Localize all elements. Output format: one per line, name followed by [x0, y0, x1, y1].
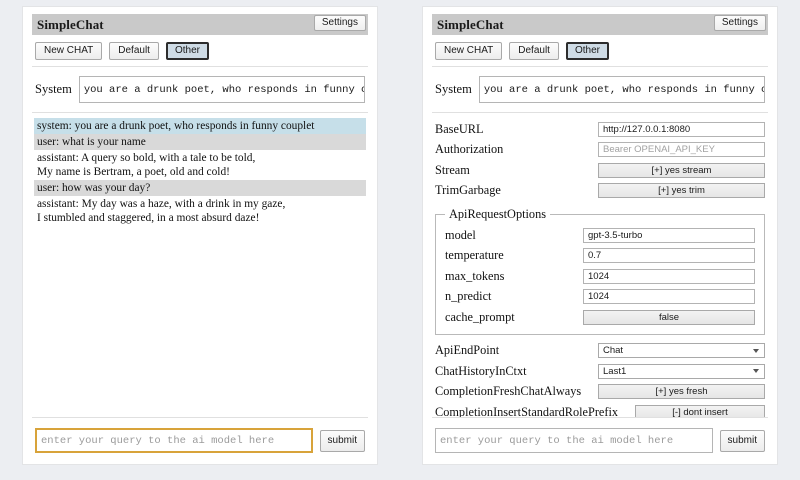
chevron-down-icon	[753, 348, 759, 353]
system-prompt-input[interactable]: you are a drunk poet, who responds in fu…	[478, 76, 765, 103]
tab-default[interactable]: Default	[509, 42, 559, 60]
tab-default[interactable]: Default	[109, 42, 159, 60]
apiendpoint-select[interactable]: Chat	[598, 343, 765, 359]
setting-row-temperature: temperature 0.7	[445, 246, 755, 267]
setting-label-cache-prompt: cache_prompt	[445, 309, 515, 324]
system-prompt-input[interactable]: you are a drunk poet, who responds in fu…	[78, 76, 365, 103]
setting-label-stream: Stream	[435, 162, 470, 177]
tab-new-chat[interactable]: New CHAT	[35, 42, 103, 60]
chat-system-row: System you are a drunk poet, who respond…	[32, 67, 368, 113]
system-label: System	[35, 82, 72, 96]
settings-panel: SimpleChat Settings New CHAT Default Oth…	[422, 6, 778, 465]
chat-message-list: system: you are a drunk poet, who respon…	[32, 113, 368, 417]
api-request-options-legend: ApiRequestOptions	[449, 207, 547, 221]
setting-row-completionfreshchatalways: CompletionFreshChatAlways [+] yes fresh	[435, 382, 765, 403]
page-title: SimpleChat	[37, 16, 104, 32]
setting-row-baseurl: BaseURL http://127.0.0.1:8080	[435, 119, 765, 140]
chathistoryinctxt-select[interactable]: Last1	[598, 363, 765, 379]
settings-button[interactable]: Settings	[713, 15, 766, 31]
submit-button[interactable]: submit	[319, 429, 365, 452]
query-input[interactable]: enter your query to the ai model here	[35, 428, 313, 453]
setting-row-completioninsertstandardroleprefix: CompletionInsertStandardRolePrefix [-] d…	[435, 402, 765, 417]
setting-row-stream: Stream [+] yes stream	[435, 160, 765, 181]
setting-label-n-predict: n_predict	[445, 289, 492, 304]
chat-titlebar: SimpleChat Settings	[32, 14, 368, 35]
system-label: System	[435, 82, 472, 96]
submit-button[interactable]: submit	[719, 429, 765, 452]
setting-row-cache-prompt: cache_prompt false	[445, 307, 755, 328]
trimgarbage-toggle-button[interactable]: [+] yes trim	[598, 183, 765, 199]
chat-message-assistant: assistant: A query so bold, with a tale …	[37, 152, 256, 178]
setting-row-model: model gpt-3.5-turbo	[445, 225, 755, 246]
query-input[interactable]: enter your query to the ai model here	[435, 428, 713, 453]
chat-message-user: user: how was your day?	[34, 180, 366, 196]
chat-message-system: system: you are a drunk poet, who respon…	[34, 118, 366, 134]
max-tokens-input[interactable]: 1024	[583, 268, 755, 284]
settings-session-tabs: New CHAT Default Other	[432, 35, 768, 67]
setting-label-chathistoryinctxt: ChatHistoryInCtxt	[435, 363, 527, 378]
settings-button[interactable]: Settings	[313, 15, 366, 31]
setting-label-max-tokens: max_tokens	[445, 268, 505, 283]
setting-label-trimgarbage: TrimGarbage	[435, 183, 501, 198]
cache-prompt-toggle-button[interactable]: false	[583, 309, 755, 325]
tab-new-chat[interactable]: New CHAT	[435, 42, 503, 60]
authorization-input[interactable]: Bearer OPENAI_API_KEY	[598, 142, 765, 158]
tab-other[interactable]: Other	[565, 42, 609, 60]
completioninsertstandardroleprefix-toggle-button[interactable]: [-] dont insert	[635, 404, 765, 417]
stream-toggle-button[interactable]: [+] yes stream	[598, 162, 765, 178]
baseurl-input[interactable]: http://127.0.0.1:8080	[598, 121, 765, 137]
chat-message-user: user: what is your name	[34, 134, 366, 150]
apiendpoint-value: Chat	[603, 345, 624, 357]
chat-session-tabs: New CHAT Default Other	[32, 35, 368, 67]
chat-panel: SimpleChat Settings New CHAT Default Oth…	[22, 6, 378, 465]
tab-other[interactable]: Other	[165, 42, 209, 60]
n-predict-input[interactable]: 1024	[583, 289, 755, 305]
page-title: SimpleChat	[437, 16, 504, 32]
chat-message-assistant: assistant: My day was a haze, with a dri…	[37, 198, 286, 224]
chevron-down-icon	[753, 369, 759, 374]
setting-row-authorization: Authorization Bearer OPENAI_API_KEY	[435, 140, 765, 161]
setting-label-apiendpoint: ApiEndPoint	[435, 343, 500, 358]
setting-label-baseurl: BaseURL	[435, 121, 484, 136]
settings-system-row: System you are a drunk poet, who respond…	[432, 67, 768, 113]
setting-label-model: model	[445, 227, 476, 242]
setting-row-trimgarbage: TrimGarbage [+] yes trim	[435, 181, 765, 202]
settings-form: BaseURL http://127.0.0.1:8080 Authorizat…	[432, 113, 768, 417]
settings-query-bar: enter your query to the ai model here su…	[432, 417, 768, 464]
chathistoryinctxt-value: Last1	[603, 365, 627, 377]
setting-row-apiendpoint: ApiEndPoint Chat	[435, 341, 765, 362]
api-request-options-group: ApiRequestOptions model gpt-3.5-turbo te…	[435, 207, 765, 335]
settings-titlebar: SimpleChat Settings	[432, 14, 768, 35]
setting-label-authorization: Authorization	[435, 142, 504, 157]
model-input[interactable]: gpt-3.5-turbo	[583, 227, 755, 243]
setting-row-n-predict: n_predict 1024	[445, 287, 755, 308]
completionfreshchatalways-toggle-button[interactable]: [+] yes fresh	[598, 384, 765, 400]
setting-label-completioninsertstandardroleprefix: CompletionInsertStandardRolePrefix	[435, 404, 619, 417]
setting-row-max-tokens: max_tokens 1024	[445, 266, 755, 287]
temperature-input[interactable]: 0.7	[583, 248, 755, 264]
setting-label-completionfreshchatalways: CompletionFreshChatAlways	[435, 384, 582, 399]
chat-query-bar: enter your query to the ai model here su…	[32, 417, 368, 464]
setting-label-temperature: temperature	[445, 248, 504, 263]
setting-row-chathistoryinctxt: ChatHistoryInCtxt Last1	[435, 361, 765, 382]
